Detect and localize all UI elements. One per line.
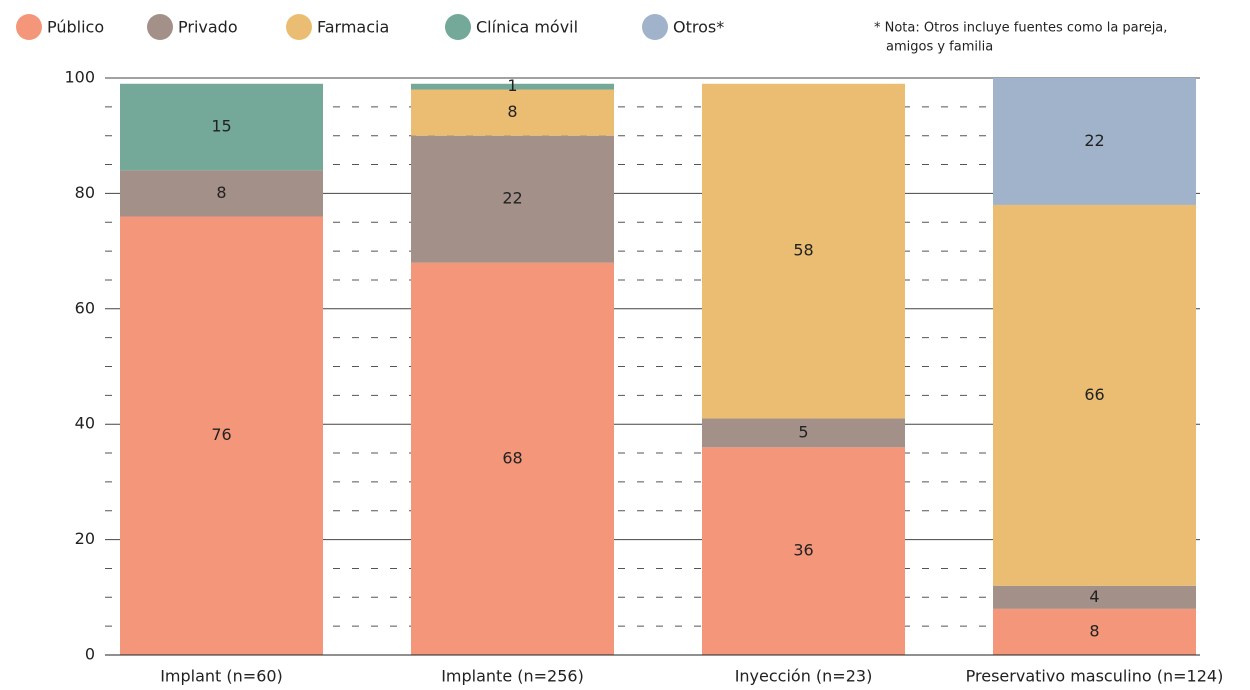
x-tick-label: Implant (n=60) xyxy=(160,667,283,686)
y-tick-label: 60 xyxy=(75,298,95,317)
bar-segment xyxy=(411,89,614,136)
data-label: 15 xyxy=(211,117,231,136)
data-label: 1 xyxy=(507,76,517,95)
legend-swatch xyxy=(147,14,173,40)
data-label: 8 xyxy=(507,102,517,121)
data-label: 66 xyxy=(1084,385,1104,404)
legend-swatch xyxy=(445,14,471,40)
bar-segment xyxy=(120,216,323,656)
data-label: 5 xyxy=(798,422,808,441)
data-label: 4 xyxy=(1089,587,1099,606)
data-label: 22 xyxy=(502,189,522,208)
y-tick-label: 0 xyxy=(85,645,95,664)
bar-segment xyxy=(702,418,905,448)
data-label: 8 xyxy=(216,183,226,202)
legend-label: Otros* xyxy=(673,18,724,37)
data-label: 22 xyxy=(1084,131,1104,150)
y-tick-label: 20 xyxy=(75,529,95,548)
data-label: 8 xyxy=(1089,621,1099,640)
bar-segment xyxy=(120,170,323,217)
x-tick-label: Implante (n=256) xyxy=(441,667,584,686)
data-label: 36 xyxy=(793,541,813,560)
legend-label: Privado xyxy=(178,18,238,37)
bar-segment xyxy=(120,83,323,171)
bar-segment xyxy=(411,83,614,90)
bar-segment xyxy=(702,83,905,419)
legend-label: Clínica móvil xyxy=(476,18,578,37)
y-tick-label: 80 xyxy=(75,183,95,202)
bar-segment xyxy=(993,78,1196,205)
legend-label: Público xyxy=(47,18,104,37)
note: * Nota: Otros incluye fuentes como la pa… xyxy=(874,21,1167,36)
note: amigos y familia xyxy=(886,40,993,55)
x-tick-label: Preservativo masculino (n=124) xyxy=(966,667,1224,686)
legend-swatch xyxy=(16,14,42,40)
legend-swatch xyxy=(286,14,312,40)
bar-segment xyxy=(411,262,614,655)
bar-segment xyxy=(993,585,1196,609)
y-tick-label: 100 xyxy=(64,68,95,87)
data-label: 58 xyxy=(793,241,813,260)
data-label: 76 xyxy=(211,425,231,444)
bar-segment xyxy=(411,135,614,263)
bar-segment xyxy=(993,204,1196,586)
bar-segment xyxy=(702,447,905,655)
legend-swatch xyxy=(642,14,668,40)
data-label: 68 xyxy=(502,448,522,467)
x-tick-label: Inyección (n=23) xyxy=(735,667,873,686)
bar-segment xyxy=(993,608,1196,655)
legend-label: Farmacia xyxy=(317,18,389,37)
y-tick-label: 40 xyxy=(75,414,95,433)
